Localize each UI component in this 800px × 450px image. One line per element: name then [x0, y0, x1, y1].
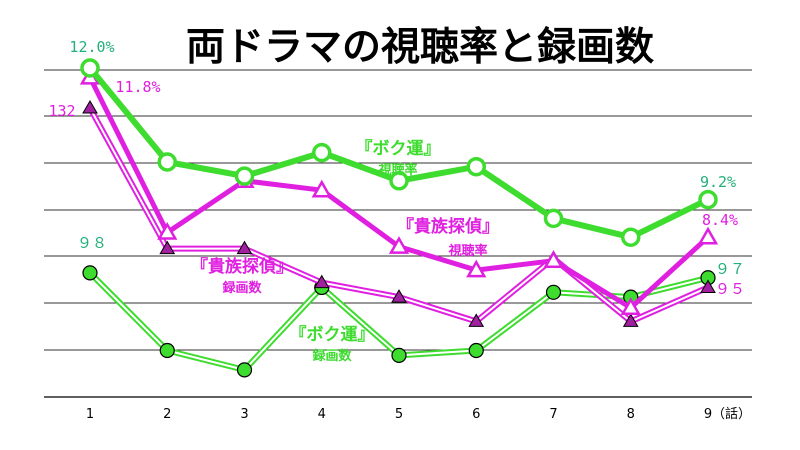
data-point — [543, 208, 564, 229]
data-point — [389, 171, 409, 191]
data-point — [700, 279, 716, 293]
x-tick-label: 4 — [318, 407, 326, 422]
data-point — [157, 221, 178, 240]
data-point — [620, 297, 641, 315]
series-label: 『貴族探偵』 — [397, 216, 499, 237]
data-label: ９５ — [715, 280, 745, 298]
x-tick-label: 6 — [472, 407, 480, 422]
data-label: 8.4% — [702, 211, 738, 229]
data-point — [236, 362, 253, 378]
series-line — [87, 76, 710, 311]
data-point — [236, 240, 253, 255]
x-tick-label: 1 — [86, 407, 94, 422]
data-point — [698, 189, 718, 210]
series-label-sub: 視聴率 — [447, 243, 487, 259]
data-point — [468, 313, 485, 327]
x-tick-label: 3 — [240, 407, 248, 422]
series-label: 『ボク運』 — [356, 138, 441, 159]
x-axis: 1 2 3 4 5 6 7 8 9 — [86, 407, 712, 422]
series-4 — [82, 265, 716, 378]
x-axis-unit: （話） — [712, 406, 751, 422]
data-point — [543, 250, 564, 268]
data-point — [159, 240, 176, 255]
series-label-sub: 録画数 — [222, 280, 262, 296]
series-label-sub: 録画数 — [312, 348, 352, 364]
data-point — [391, 347, 407, 363]
data-labels: 12.0% 9.2% 11.8% 8.4% 132 ９５ ９８ ９７ — [48, 38, 745, 298]
data-point — [311, 179, 332, 198]
series-2 — [79, 66, 719, 315]
chart-title: 両ドラマの視聴率と録画数 — [186, 25, 654, 70]
data-label: ９７ — [715, 260, 745, 278]
x-tick-label: 2 — [163, 407, 171, 422]
series-layer — [79, 58, 719, 378]
data-point — [468, 342, 484, 359]
data-label: ９８ — [77, 234, 107, 252]
data-point — [388, 236, 410, 254]
data-label: 12.0% — [69, 38, 114, 56]
series-3 — [82, 100, 716, 327]
data-point — [622, 313, 639, 327]
x-tick-label: 7 — [549, 407, 557, 422]
data-point — [621, 227, 641, 247]
data-point — [545, 284, 562, 300]
series-label-sub: 視聴率 — [377, 162, 417, 178]
data-point — [80, 58, 100, 78]
data-label: 11.8% — [115, 78, 160, 96]
data-point — [466, 259, 487, 278]
data-point — [82, 265, 98, 281]
data-point — [391, 289, 407, 303]
data-point — [312, 142, 332, 163]
data-point — [466, 156, 486, 177]
series-label: 『貴族探偵』 — [191, 256, 293, 277]
series-annotations: 『ボク運』視聴率『貴族探偵』視聴率『貴族探偵』録画数『ボク運』録画数 — [191, 138, 499, 364]
data-point — [159, 342, 175, 359]
series-1 — [80, 58, 718, 247]
data-label: 132 — [48, 102, 75, 120]
x-tick-label: 5 — [395, 407, 403, 422]
data-label: 9.2% — [700, 173, 736, 191]
data-point — [82, 100, 98, 114]
x-tick-label: 9 — [704, 407, 712, 422]
series-label: 『ボク運』 — [290, 324, 375, 345]
data-point — [234, 166, 255, 186]
data-point — [697, 226, 719, 245]
x-tick-label: 8 — [627, 407, 635, 422]
data-point — [313, 274, 330, 289]
data-point — [157, 152, 177, 172]
